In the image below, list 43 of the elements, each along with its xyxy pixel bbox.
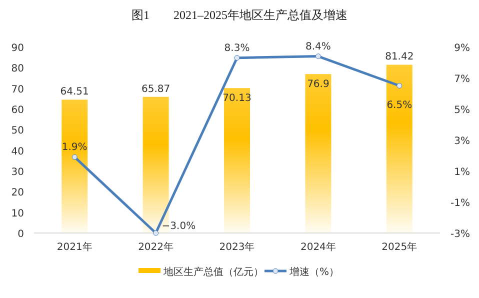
y2-tick-label: -1% bbox=[450, 198, 470, 209]
point bbox=[153, 230, 159, 236]
y-tick-label: 0 bbox=[18, 229, 24, 240]
data-label: 1.9% bbox=[62, 142, 88, 154]
point bbox=[315, 54, 321, 60]
y2-tick-label: 1% bbox=[454, 167, 470, 178]
x-tick-label: 2024年 bbox=[300, 241, 336, 253]
point bbox=[396, 83, 402, 88]
bar bbox=[62, 100, 88, 233]
data-label: 6.5% bbox=[386, 100, 412, 111]
y-tick-label: 20 bbox=[11, 188, 24, 199]
y-tick-label: 60 bbox=[11, 105, 24, 116]
y-tick-label: 10 bbox=[11, 208, 24, 220]
y2-tick-label: 5% bbox=[454, 105, 470, 116]
legend-label: 增速（%） bbox=[288, 266, 340, 278]
y2-tick-label: -3% bbox=[450, 229, 470, 240]
x-tick-label: 2021年 bbox=[56, 241, 92, 253]
x-tick-label: 2023年 bbox=[219, 241, 255, 253]
x-tick-label: 2025年 bbox=[382, 241, 418, 253]
bar bbox=[386, 64, 412, 233]
y-tick-label: 90 bbox=[11, 43, 24, 54]
x-tick-label: 2022年 bbox=[138, 241, 174, 253]
data-label: 8.3% bbox=[224, 42, 250, 54]
bar bbox=[305, 74, 332, 233]
data-label: 81.42 bbox=[385, 52, 414, 63]
y-tick-label: 30 bbox=[11, 167, 24, 178]
point bbox=[72, 154, 78, 160]
data-label: 64.51 bbox=[60, 86, 89, 98]
data-label: 8.4% bbox=[305, 41, 331, 52]
y-tick-label: 40 bbox=[11, 146, 24, 158]
chart-title: 图1 2021–2025年地区生产总值及增速 bbox=[132, 8, 348, 22]
y-tick-label: 50 bbox=[11, 126, 24, 137]
data-label: 65.87 bbox=[141, 84, 170, 95]
bar bbox=[224, 88, 250, 233]
y2-tick-label: 9% bbox=[454, 43, 470, 54]
data-label: 76.9 bbox=[307, 79, 330, 90]
point bbox=[234, 55, 240, 61]
y2-tick-label: 3% bbox=[454, 136, 470, 147]
y-tick-label: 80 bbox=[11, 64, 24, 75]
y-tick-label: 70 bbox=[11, 84, 24, 96]
data-label: −3.0% bbox=[162, 221, 196, 232]
legend-label: 地区生产总值（亿元） bbox=[162, 266, 264, 278]
y2-tick-label: 7% bbox=[454, 74, 470, 85]
